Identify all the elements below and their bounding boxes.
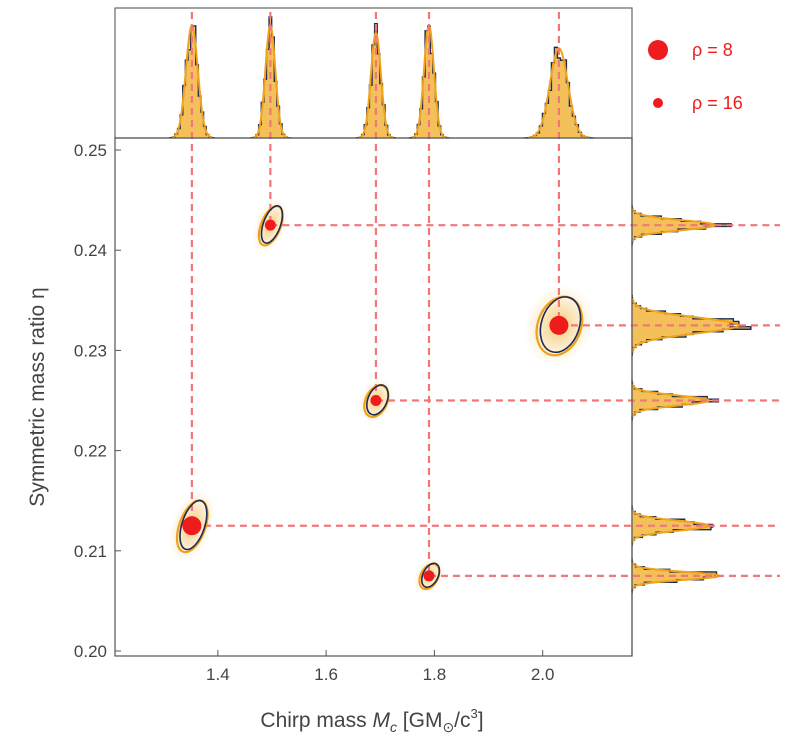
right-marginal-panel [631, 138, 752, 656]
x-tick-label: 2.0 [531, 665, 555, 684]
data-point [370, 395, 382, 407]
x-tick-label: 1.8 [423, 665, 447, 684]
x-tick-label: 1.4 [206, 665, 230, 684]
legend-marker-large [648, 40, 668, 60]
y-tick-label: 0.24 [74, 241, 107, 260]
x-tick-label: 1.6 [314, 665, 338, 684]
legend-marker-small [653, 98, 663, 108]
data-point [549, 315, 569, 335]
top-histogram-fill [409, 26, 449, 139]
top-histogram-fill [524, 47, 594, 138]
y-axis-title: Symmetric mass ratio η [26, 287, 49, 506]
main-panel: 1.4 1.6 1.8 2.0 0.20 0.21 0.22 0.23 0.24 0.25 [74, 12, 780, 684]
posterior-glows [168, 197, 594, 594]
y-tick-label: 0.22 [74, 442, 107, 461]
contour-navy [539, 296, 582, 354]
contour-navy [260, 205, 284, 244]
data-point [264, 219, 276, 231]
top-marginal-histograms [169, 16, 595, 139]
x-axis-ticks: 1.4 1.6 1.8 2.0 [206, 650, 554, 684]
legend-label-rho-16: ρ = 16 [692, 93, 743, 113]
top-marginal-curve [358, 31, 394, 139]
contour-navy [366, 384, 389, 416]
contour-navy [179, 499, 208, 551]
right-marginal-curve [631, 383, 710, 418]
data-point [423, 570, 435, 582]
contour-navy [420, 562, 441, 589]
y-axis-ticks: 0.20 0.21 0.22 0.23 0.24 0.25 [74, 141, 121, 661]
y-tick-label: 0.25 [74, 141, 107, 160]
x-axis-title: Chirp mass Mc [GM⊙/c3] [260, 706, 483, 735]
right-marginal-curve [631, 298, 740, 353]
data-point [182, 516, 202, 536]
top-histogram-fill [169, 25, 214, 139]
guide-lines [190, 12, 780, 577]
credible-contours [175, 205, 584, 591]
right-marginal-histograms [631, 204, 752, 594]
legend: ρ = 8 ρ = 16 [648, 40, 743, 113]
main-plot-frame [114, 137, 633, 657]
top-histogram-fill [356, 23, 396, 138]
y-tick-label: 0.23 [74, 341, 107, 360]
data-points [182, 219, 569, 582]
right-histogram-fill [632, 381, 719, 421]
y-tick-label: 0.21 [74, 542, 107, 561]
y-tick-label: 0.20 [74, 642, 107, 661]
legend-label-rho-8: ρ = 8 [692, 40, 733, 60]
